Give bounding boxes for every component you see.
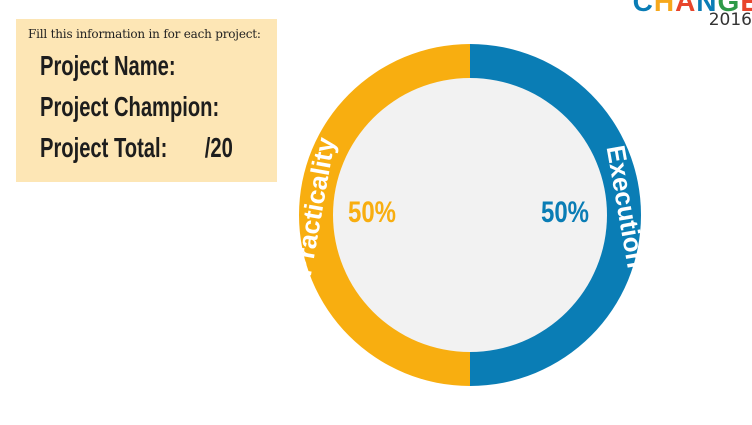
project-champion-label: Project Champion: [40, 91, 220, 122]
logo-letter: E [740, 0, 752, 17]
change-logo: CHANGE 2016 [622, 0, 752, 34]
logo-letter: G [717, 0, 741, 17]
project-total-suffix: /20 [204, 132, 233, 163]
project-info-card: Fill this information in for each projec… [16, 19, 277, 182]
logo-letter: A [675, 0, 697, 17]
logo-letter: C [632, 0, 654, 17]
logo-year: 2016 [708, 10, 752, 30]
logo-letter: H [653, 0, 676, 17]
project-total-label: Project Total: [40, 132, 168, 163]
percent-label-execution: 50% [541, 196, 589, 229]
donut-center [333, 78, 607, 352]
logo-wordmark: CHANGE [633, 0, 752, 18]
info-instruction: Fill this information in for each projec… [28, 27, 261, 41]
logo-letter: N [696, 0, 718, 17]
percent-label-practicality: 50% [348, 196, 396, 229]
project-total-line: Project Total: /20 [40, 127, 233, 168]
project-name-label: Project Name: [40, 50, 176, 81]
